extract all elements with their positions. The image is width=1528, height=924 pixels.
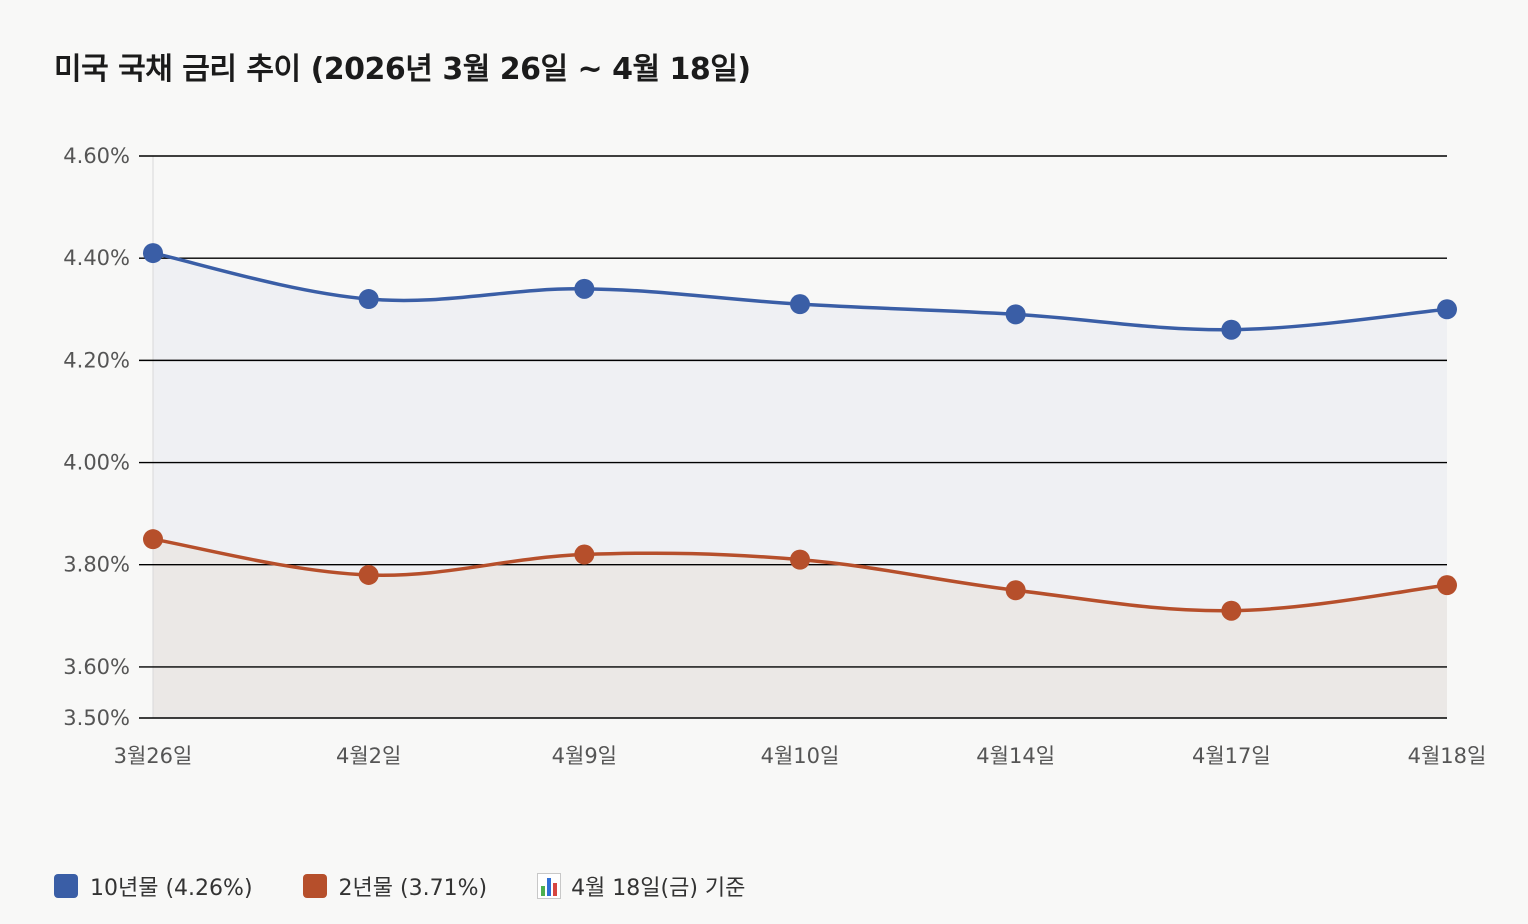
legend-note-text: 4월 18일(금) 기준	[571, 876, 746, 901]
legend-item-2y: 2년물 (3.71%)	[302, 870, 488, 902]
data-point	[358, 289, 379, 310]
bar-chart-icon	[537, 873, 562, 899]
data-point	[574, 278, 595, 299]
data-point	[1221, 600, 1242, 621]
y-tick-label: 3.60%	[63, 655, 130, 679]
y-tick-label: 4.00%	[63, 451, 130, 475]
x-tick-label: 4월17일	[1192, 744, 1271, 768]
y-tick-label: 4.20%	[63, 348, 130, 372]
data-point	[1221, 319, 1242, 340]
legend-label-2y: 2년물 (3.71%)	[338, 876, 488, 901]
data-point	[358, 564, 379, 585]
y-tick-label: 4.40%	[63, 246, 130, 270]
x-tick-label: 4월14일	[976, 744, 1055, 768]
legend-label-10y: 10년물 (4.26%)	[90, 876, 253, 901]
chart-title: 미국 국채 금리 추이 (2026년 3월 26일 ~ 4월 18일)	[54, 52, 751, 87]
y-tick-label: 4.60%	[63, 144, 130, 168]
data-point	[790, 549, 810, 570]
data-point	[790, 294, 810, 315]
data-point	[574, 544, 595, 565]
data-point	[143, 529, 163, 550]
data-point	[1437, 299, 1457, 320]
data-point	[1437, 575, 1457, 596]
y-tick-label: 3.50%	[63, 706, 130, 730]
x-tick-label: 4월9일	[552, 744, 617, 768]
legend-swatch-2y	[302, 874, 327, 898]
x-tick-label: 4월2일	[336, 744, 401, 768]
legend-note: 4월 18일(금) 기준	[537, 870, 745, 902]
x-tick-label: 4월18일	[1408, 744, 1487, 768]
legend-swatch-10y	[54, 874, 78, 898]
data-point	[1005, 580, 1026, 601]
x-tick-label: 3월26일	[114, 744, 193, 768]
y-tick-label: 3.80%	[63, 553, 130, 577]
data-point	[1005, 304, 1026, 325]
data-point	[143, 243, 163, 264]
area-fill-series-1	[153, 539, 1447, 718]
x-tick-label: 4월10일	[761, 744, 840, 768]
legend-item-10y: 10년물 (4.26%)	[54, 870, 253, 902]
legend: 10년물 (4.26%) 2년물 (3.71%) 4월 18일(금) 기준	[54, 870, 795, 902]
